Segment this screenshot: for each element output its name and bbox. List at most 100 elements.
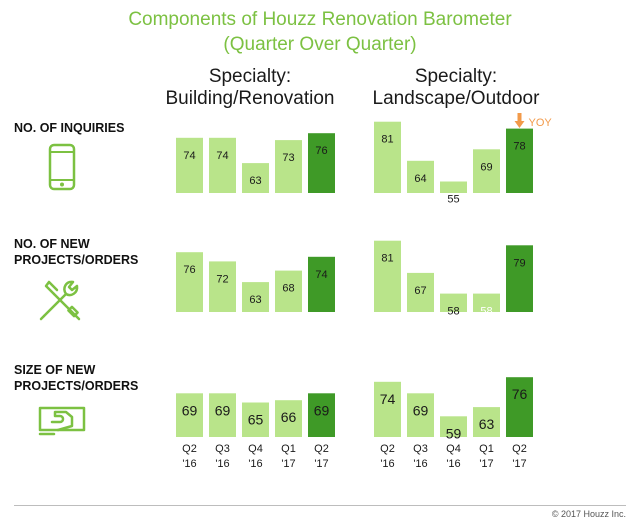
data-label: 69	[480, 161, 492, 173]
row-label-size-projects-line2: PROJECTS/ORDERS	[14, 379, 139, 393]
data-label: 63	[479, 416, 495, 432]
bar	[275, 270, 302, 312]
data-label: 63	[249, 175, 261, 187]
data-label: 76	[315, 145, 327, 157]
bar	[308, 256, 335, 312]
data-label: 58	[447, 306, 459, 318]
bar	[176, 393, 203, 437]
bar	[440, 181, 467, 193]
x-tick-label: '17	[479, 458, 493, 470]
x-tick-label: Q2	[380, 443, 395, 455]
data-label: 66	[281, 409, 297, 425]
column-header-landscape-line1: Specialty:	[414, 66, 498, 87]
smartphone-icon	[48, 143, 76, 191]
data-label: 81	[381, 134, 393, 146]
x-tick-label: Q3	[413, 443, 428, 455]
x-tick-label: '16	[248, 458, 262, 470]
bar	[407, 393, 434, 437]
column-header-building-line1: Specialty:	[208, 66, 292, 87]
data-label: 74	[183, 150, 195, 162]
footer-divider	[14, 505, 626, 506]
column-header-building: Specialty: Building/Renovation	[145, 66, 355, 110]
data-label: 79	[513, 257, 525, 269]
copyright-footer: © 2017 Houzz Inc.	[551, 509, 626, 519]
data-label: 73	[282, 152, 294, 164]
x-tick-label: Q1	[479, 443, 494, 455]
data-label: 81	[381, 253, 393, 265]
column-header-landscape: Specialty: Landscape/Outdoor	[351, 66, 561, 110]
data-label: 65	[248, 412, 264, 428]
data-label: 74	[380, 391, 396, 407]
x-tick-label: '17	[281, 458, 295, 470]
data-label: 68	[282, 283, 294, 295]
x-tick-label: Q1	[281, 443, 296, 455]
bar	[506, 128, 533, 193]
chart-subtitle: (Quarter Over Quarter)	[223, 34, 417, 55]
bar	[440, 293, 467, 312]
down-arrow-icon	[514, 113, 525, 128]
chart-title: Components of Houzz Renovation Barometer	[128, 9, 512, 30]
x-tick-label: '16	[182, 458, 196, 470]
data-label: 74	[315, 269, 327, 281]
data-label: 69	[413, 402, 429, 418]
x-tick-label: Q2	[314, 443, 329, 455]
x-tick-label: Q4	[248, 443, 263, 455]
x-tick-label: '16	[413, 458, 427, 470]
data-label: 78	[513, 141, 525, 153]
bar	[209, 261, 236, 312]
data-label: 63	[249, 294, 261, 306]
column-header-building-line2: Building/Renovation	[165, 88, 335, 109]
data-label: 76	[512, 386, 528, 402]
data-label: 69	[215, 402, 231, 418]
bar	[506, 245, 533, 312]
bar	[308, 133, 335, 193]
bar	[275, 400, 302, 437]
bar	[440, 416, 467, 437]
bar	[374, 121, 401, 193]
row-label-new-projects-line1: NO. OF NEW	[14, 237, 90, 251]
x-tick-label: '16	[446, 458, 460, 470]
bar	[242, 402, 269, 437]
x-tick-label: '17	[314, 458, 328, 470]
bar	[407, 160, 434, 193]
money-hand-icon	[38, 406, 86, 436]
data-label: 55	[447, 194, 459, 206]
yoy-label: YOY	[529, 117, 553, 129]
bar	[506, 377, 533, 437]
row-label-new-projects-line2: PROJECTS/ORDERS	[14, 253, 139, 267]
bar	[407, 272, 434, 312]
data-label: 67	[414, 285, 426, 297]
bar	[473, 293, 500, 312]
data-label: 69	[314, 402, 330, 418]
data-label: 64	[414, 173, 426, 185]
chart-area: 74 74 63 73 76 81 64 55 69 78 76 72 63 68 74 81 67 58 58 79…	[176, 113, 553, 470]
bar	[209, 137, 236, 193]
data-label: 76	[183, 264, 195, 276]
column-header-landscape-line2: Landscape/Outdoor	[372, 88, 540, 109]
x-tick-label: '17	[512, 458, 526, 470]
row-label-inquiries-line1: NO. OF INQUIRIES	[14, 121, 125, 135]
bar	[275, 140, 302, 193]
data-label: 58	[480, 306, 492, 318]
bar	[242, 163, 269, 193]
bar	[374, 240, 401, 312]
x-tick-label: '16	[380, 458, 394, 470]
x-tick-label: Q3	[215, 443, 230, 455]
bar	[473, 149, 500, 193]
bar	[308, 393, 335, 437]
tools-icon	[39, 280, 81, 321]
bar	[473, 407, 500, 437]
data-label: 74	[216, 150, 228, 162]
data-label: 72	[216, 273, 228, 285]
bar	[374, 381, 401, 437]
row-label-inquiries: NO. OF INQUIRIES	[14, 120, 124, 136]
bar	[176, 252, 203, 312]
row-label-size-projects: SIZE OF NEW PROJECTS/ORDERS	[14, 362, 138, 394]
row-label-new-projects: NO. OF NEW PROJECTS/ORDERS	[14, 236, 138, 268]
x-tick-label: '16	[215, 458, 229, 470]
x-tick-label: Q2	[182, 443, 197, 455]
row-label-size-projects-line1: SIZE OF NEW	[14, 363, 96, 377]
bar	[176, 137, 203, 193]
data-label: 59	[446, 425, 462, 441]
bar	[242, 282, 269, 312]
